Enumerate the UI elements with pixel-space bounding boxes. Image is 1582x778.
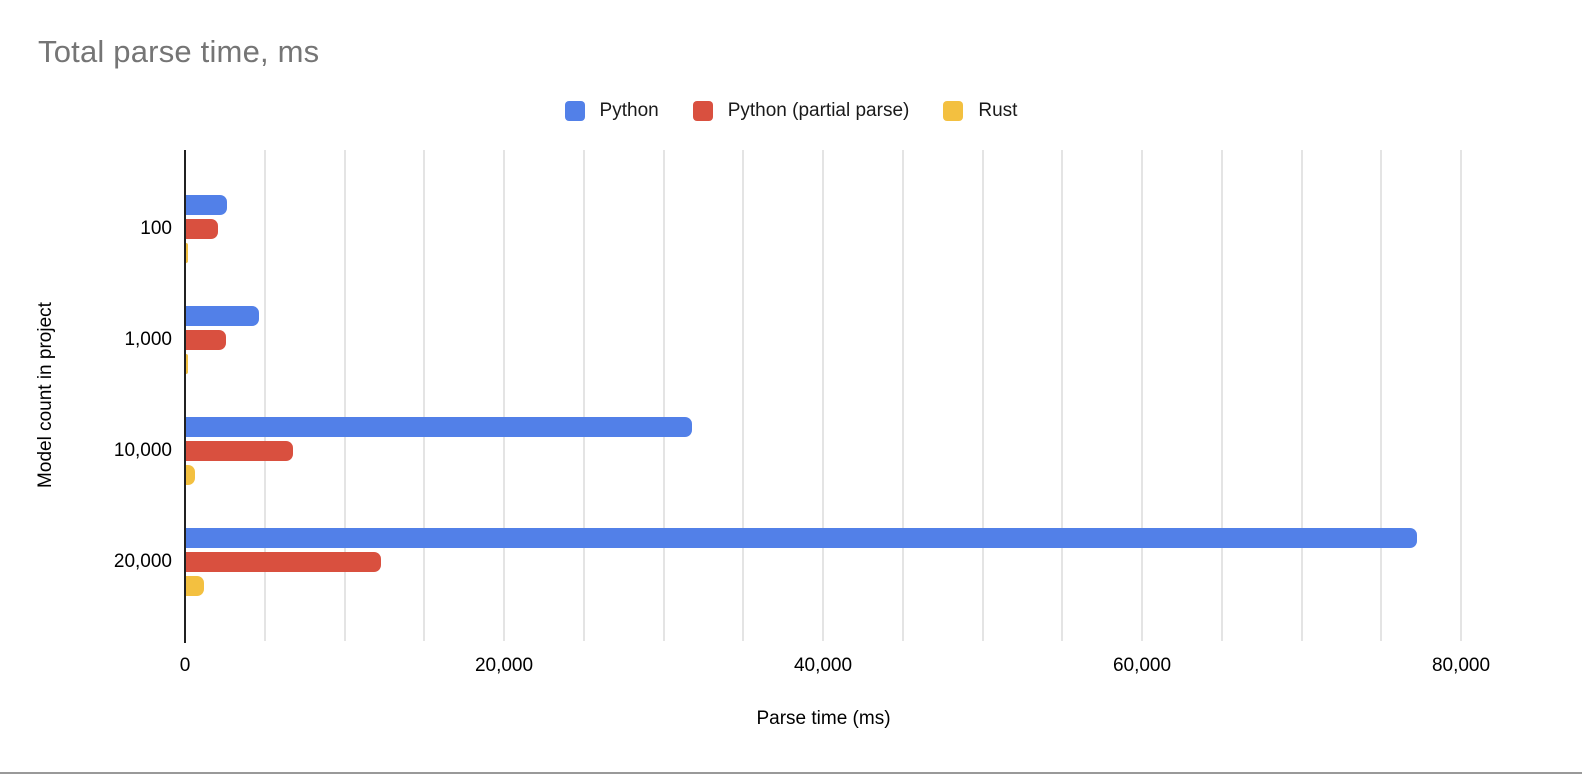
gridline [1141,150,1143,641]
legend-item-python[interactable]: Python [564,100,659,122]
gridline [1220,150,1223,641]
gridline [503,150,505,641]
bar-rust-100[interactable] [186,242,189,263]
x-axis-title: Parse time (ms) [756,708,891,729]
gridline [1460,150,1462,641]
x-tick-label: 60,000 [1112,655,1172,676]
y-axis-title: Model count in project [35,302,56,488]
gridline [981,150,984,641]
bar-rust-10-000[interactable] [186,465,195,486]
chart-title: Total parse time, ms [38,34,320,69]
gridline [742,150,745,641]
gridline [822,150,824,641]
bar-python-10-000[interactable] [186,417,692,438]
legend-label: Python (partial parse) [727,100,910,121]
bar-python-1-000[interactable] [186,305,260,326]
legend-item-python-partial-parse[interactable]: Python (partial parse) [692,100,910,122]
bar-python-partial-parse-1-000[interactable] [186,329,226,350]
bar-python-partial-parse-100[interactable] [186,218,218,239]
gridline [662,150,665,641]
x-tick-label: 20,000 [474,655,534,676]
plot-area: 100 1,000 10,000 20,000 0 20,000 40,000 60,000 8… [114,150,1490,676]
gridline [582,150,585,641]
gridline [1300,150,1303,641]
legend: Python Python (partial parse) Rust [0,100,1582,122]
bar-python-100[interactable] [186,194,228,215]
bar-python-partial-parse-20-000[interactable] [186,552,381,573]
gridline [343,150,346,641]
y-axis-line [184,150,186,643]
legend-label: Rust [978,100,1018,121]
legend-label: Python [599,100,659,121]
gridline [263,150,266,641]
legend-swatch-python-partial-parse-icon [692,101,713,121]
gridline [1380,150,1383,641]
legend-swatch-python-icon [564,101,585,121]
y-category-label: 20,000 [113,551,172,573]
x-tick-label: 40,000 [793,655,853,676]
gridline [423,150,426,641]
bar-rust-1-000[interactable] [186,353,188,374]
legend-item-rust[interactable]: Rust [943,100,1017,122]
y-category-label: 1,000 [124,328,172,350]
y-category-label: 10,000 [113,440,172,462]
x-tick-label: 80,000 [1431,655,1491,676]
x-tick-label: 0 [179,655,191,676]
legend-swatch-rust-icon [943,101,964,121]
page-divider [0,772,1582,774]
gridline [901,150,904,641]
y-category-label: 100 [140,217,172,239]
gridline [1061,150,1064,641]
bar-rust-20-000[interactable] [186,576,204,597]
bar-python-20-000[interactable] [186,528,1418,549]
bar-python-partial-parse-10-000[interactable] [186,441,293,462]
